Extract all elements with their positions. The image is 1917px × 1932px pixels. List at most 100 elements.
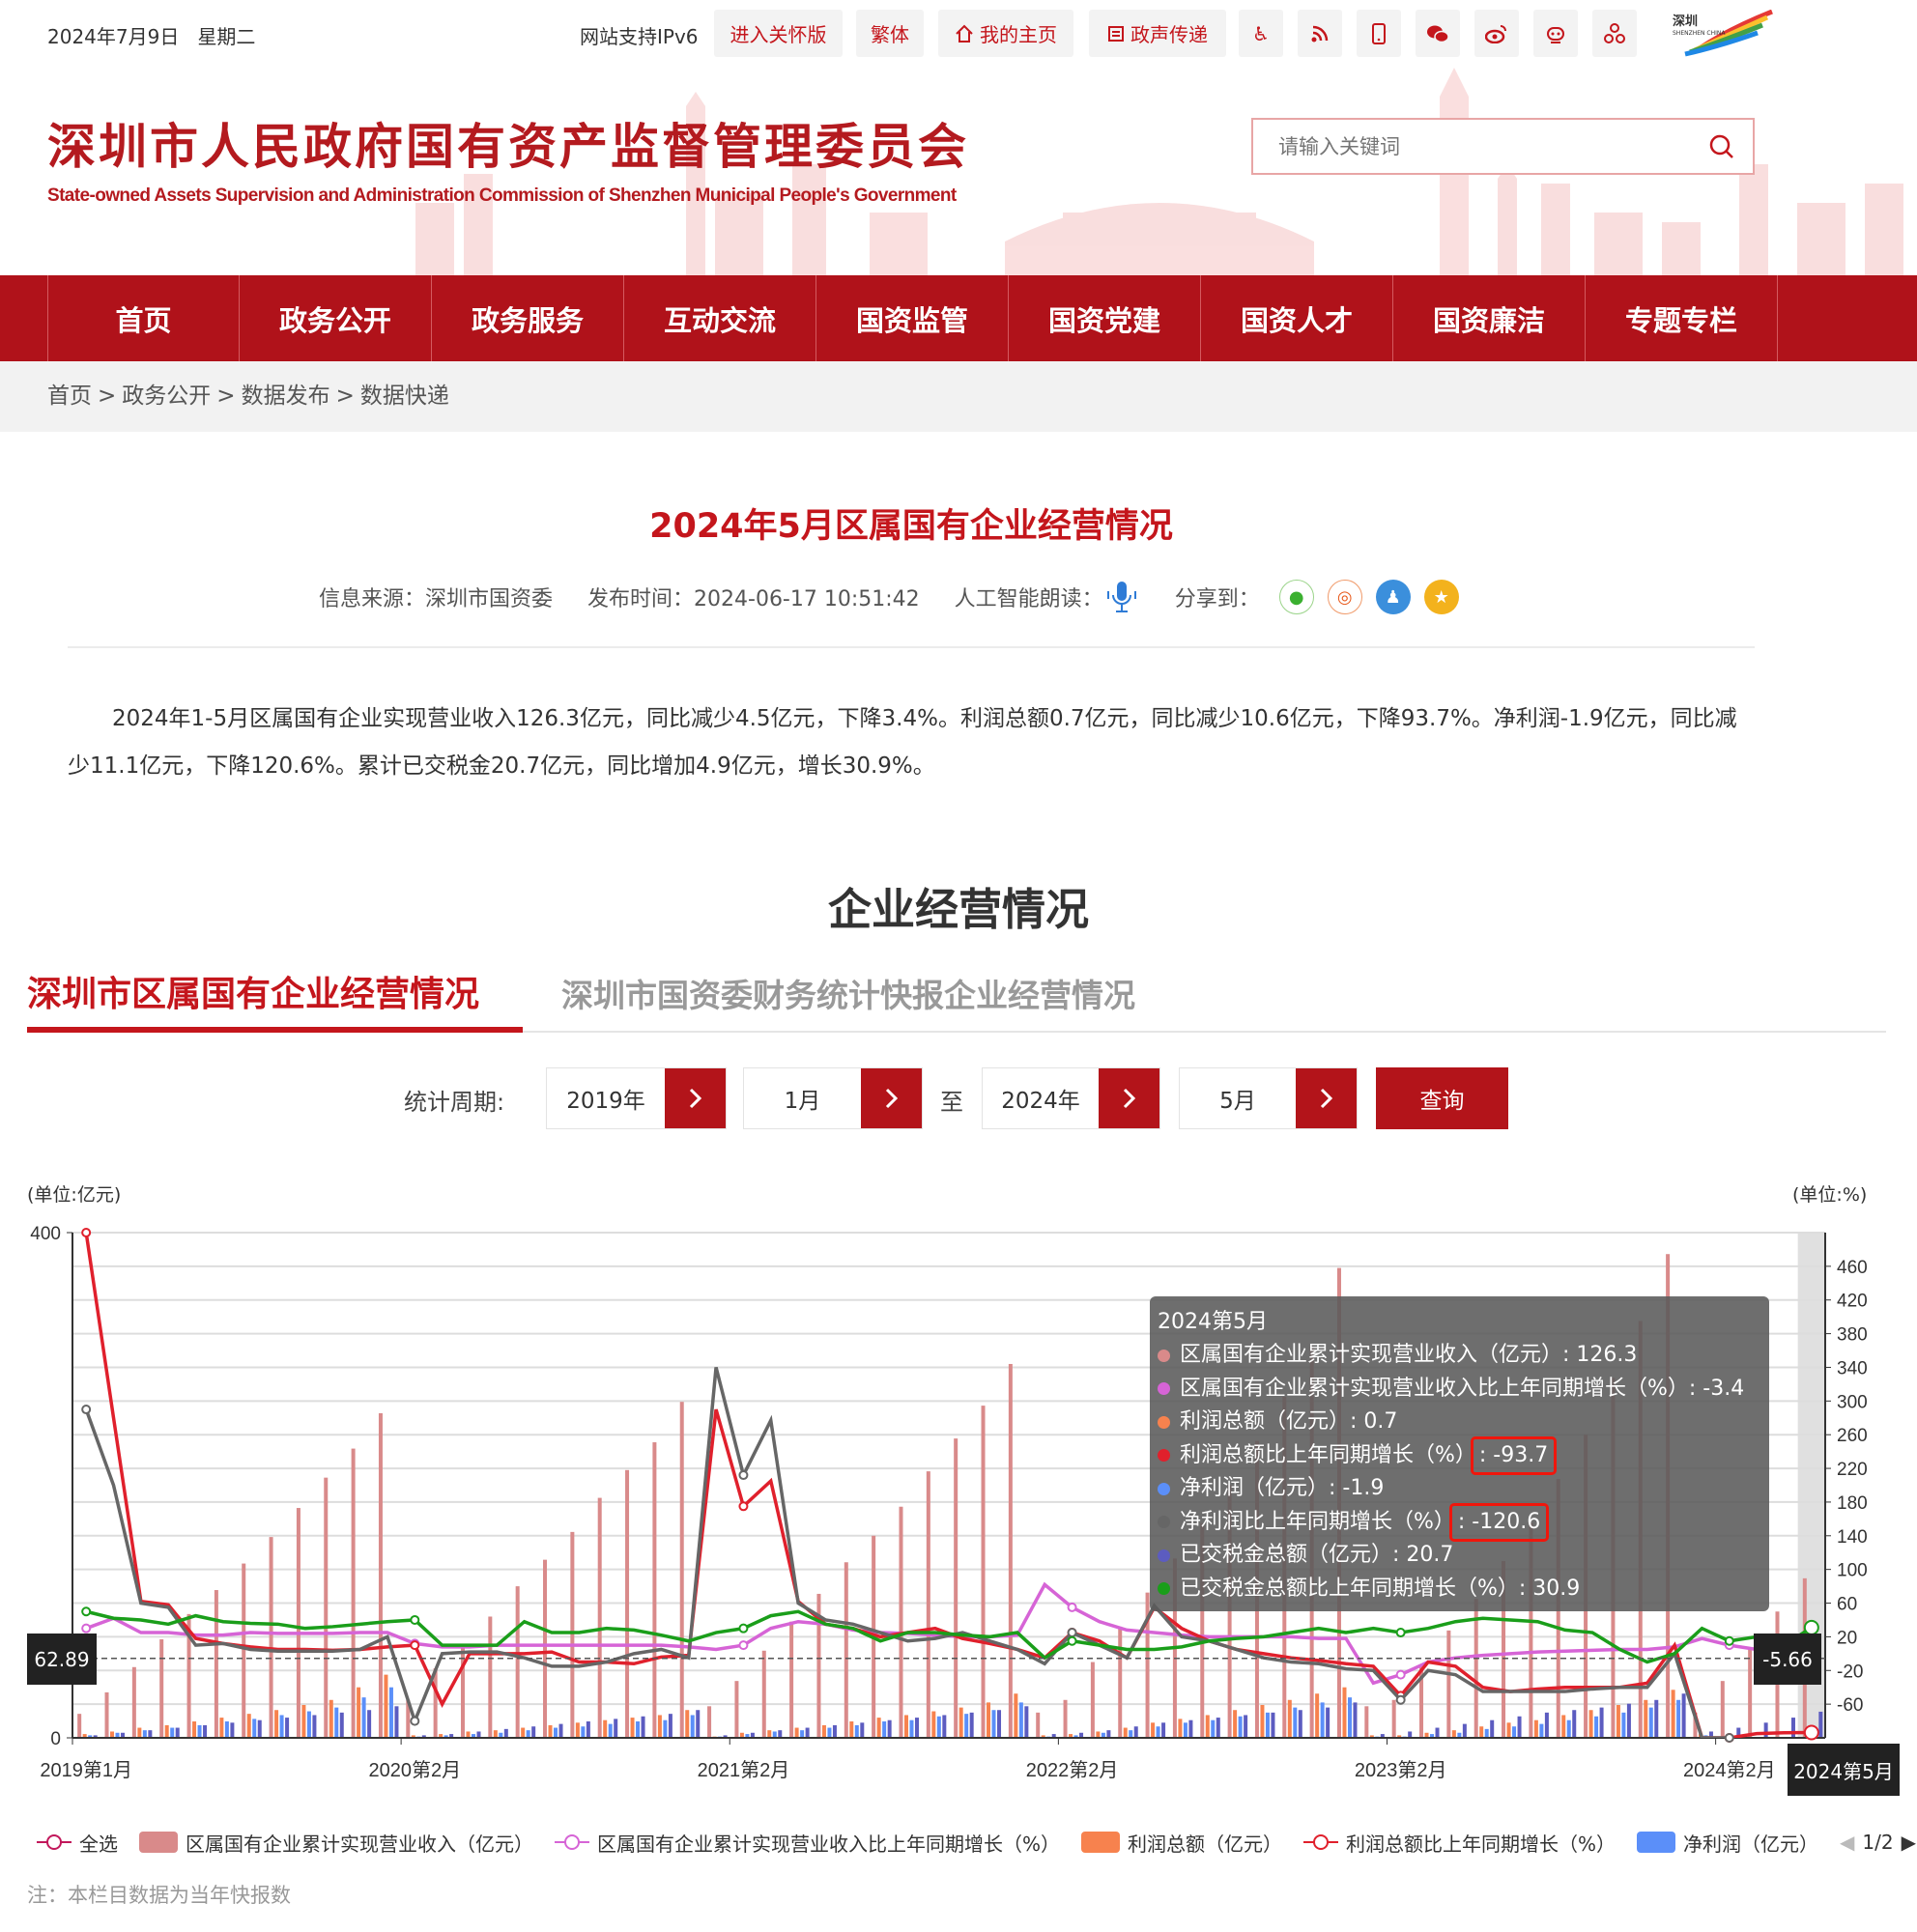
breadcrumb-separator: > bbox=[98, 384, 117, 409]
wechat-icon[interactable] bbox=[1416, 10, 1460, 57]
traditional-chinese-button[interactable]: 繁体 bbox=[856, 10, 924, 57]
main-nav: 首页 政务公开 政务服务 互动交流 国资监管 国资党建 国资人才 国资廉洁 专题… bbox=[0, 275, 1917, 361]
tab-financial-express[interactable]: 深圳市国资委财务统计快报企业经营情况 bbox=[561, 977, 1135, 1014]
bar-revenue bbox=[1364, 1706, 1369, 1738]
bar-profit bbox=[1397, 1735, 1402, 1738]
chevron-right-icon[interactable] bbox=[1296, 1068, 1357, 1128]
bar-profit bbox=[1451, 1730, 1456, 1738]
start-month-select[interactable]: 1月 bbox=[743, 1067, 923, 1129]
bar-revenue bbox=[1227, 1485, 1232, 1738]
bar-tax bbox=[1244, 1715, 1248, 1738]
nav-home[interactable]: 首页 bbox=[47, 275, 240, 361]
share-weibo-icon[interactable]: ◎ bbox=[1327, 580, 1362, 614]
series-dot-icon bbox=[1158, 1582, 1170, 1596]
point-net-profit-growth bbox=[1395, 1694, 1406, 1705]
legend-item[interactable]: 区属国有企业累计实现营业收入（亿元） bbox=[139, 1829, 533, 1857]
nav-interaction[interactable]: 互动交流 bbox=[624, 275, 816, 361]
search-box bbox=[1251, 118, 1755, 175]
breadcrumb-data-release[interactable]: 数据发布 bbox=[241, 384, 330, 409]
active-tab-indicator bbox=[27, 1027, 523, 1033]
bar-net-profit bbox=[690, 1715, 695, 1738]
bar-revenue bbox=[1474, 1599, 1478, 1738]
weibo-icon[interactable] bbox=[1474, 10, 1519, 57]
mobile-icon[interactable] bbox=[1357, 10, 1401, 57]
bar-tax bbox=[394, 1706, 399, 1738]
bar-tax bbox=[1736, 1727, 1741, 1738]
breadcrumb-home[interactable]: 首页 bbox=[47, 384, 92, 409]
bar-revenue bbox=[515, 1586, 520, 1738]
bar-net-profit bbox=[1073, 1735, 1078, 1738]
tab-district-enterprises[interactable]: 深圳市区属国有企业经营情况 bbox=[27, 975, 480, 1014]
microphone-icon[interactable] bbox=[1103, 580, 1142, 614]
end-year-select[interactable]: 2024年 bbox=[982, 1067, 1160, 1129]
nav-talent[interactable]: 国资人才 bbox=[1201, 275, 1393, 361]
bar-revenue bbox=[1063, 1699, 1068, 1738]
article-body: 2024年1-5月区属国有企业实现营业收入126.3亿元，同比减少4.5亿元，下… bbox=[68, 706, 1737, 779]
nav-party-building[interactable]: 国资党建 bbox=[1009, 275, 1201, 361]
tooltip-value: : -120.6 bbox=[1448, 1502, 1550, 1542]
voice-delivery-button[interactable]: 政声传递 bbox=[1089, 10, 1226, 57]
end-month-select[interactable]: 5月 bbox=[1179, 1067, 1358, 1129]
nav-government-affairs[interactable]: 政务公开 bbox=[240, 275, 432, 361]
search-input[interactable] bbox=[1253, 120, 1678, 173]
article-source: 信息来源：深圳市国资委 bbox=[319, 587, 554, 611]
breadcrumb-data-express[interactable]: 数据快递 bbox=[359, 384, 449, 409]
accessibility-icon[interactable]: ♿ bbox=[1239, 10, 1283, 57]
care-mode-button[interactable]: 进入关怀版 bbox=[714, 10, 843, 57]
bar-net-profit bbox=[854, 1724, 859, 1738]
rss-icon[interactable] bbox=[1298, 10, 1342, 57]
bar-revenue bbox=[460, 1646, 465, 1738]
legend-item[interactable]: 净利润（亿元） bbox=[1637, 1829, 1818, 1857]
legend-select-all[interactable]: 全选 bbox=[37, 1829, 118, 1857]
shenzhen-china-logo[interactable]: 深圳 SHENZHEN CHINA bbox=[1671, 10, 1777, 60]
series-dot-icon bbox=[1158, 1449, 1170, 1463]
search-icon[interactable] bbox=[1708, 133, 1735, 160]
nav-integrity[interactable]: 国资廉洁 bbox=[1393, 275, 1586, 361]
tooltip-value: : 20.7 bbox=[1392, 1543, 1454, 1567]
bar-profit bbox=[739, 1732, 744, 1738]
query-button[interactable]: 查询 bbox=[1376, 1067, 1508, 1129]
legend-prev-icon[interactable]: ◀ bbox=[1840, 1831, 1855, 1854]
my-homepage-button[interactable]: 我的主页 bbox=[938, 10, 1073, 57]
bar-profit bbox=[521, 1727, 526, 1738]
share-qq-icon[interactable]: ♟ bbox=[1375, 580, 1411, 614]
bar-revenue bbox=[296, 1508, 300, 1738]
bar-revenue bbox=[1419, 1664, 1424, 1738]
right-axis-label: 220 bbox=[1837, 1460, 1868, 1480]
bar-revenue bbox=[707, 1706, 712, 1738]
share-qzone-icon[interactable]: ★ bbox=[1423, 580, 1459, 614]
bar-net-profit bbox=[1211, 1719, 1216, 1738]
nav-special-topics[interactable]: 专题专栏 bbox=[1586, 275, 1778, 361]
bar-profit bbox=[384, 1674, 388, 1738]
legend-item[interactable]: 利润总额（亿元） bbox=[1081, 1829, 1282, 1857]
legend-item[interactable]: 区属国有企业累计实现营业收入比上年同期增长（%） bbox=[555, 1829, 1060, 1857]
bar-profit bbox=[603, 1719, 608, 1738]
people-icon[interactable] bbox=[1592, 10, 1637, 57]
bar-tax bbox=[367, 1710, 372, 1738]
chevron-right-icon[interactable] bbox=[861, 1068, 922, 1128]
legend-item[interactable]: 利润总额比上年同期增长（%） bbox=[1303, 1829, 1616, 1857]
nav-supervision[interactable]: 国资监管 bbox=[816, 275, 1009, 361]
bar-net-profit bbox=[224, 1721, 229, 1738]
chevron-right-icon[interactable] bbox=[1099, 1068, 1159, 1128]
point-net-profit-growth bbox=[1067, 1628, 1077, 1638]
bar-tax bbox=[969, 1712, 974, 1738]
point-profit-growth bbox=[410, 1640, 420, 1651]
bar-revenue bbox=[816, 1593, 821, 1738]
bar-tax bbox=[1353, 1702, 1358, 1738]
bar-tax bbox=[1133, 1726, 1138, 1738]
bar-revenue bbox=[543, 1559, 548, 1738]
point-tax-growth bbox=[410, 1614, 420, 1625]
nav-government-services[interactable]: 政务服务 bbox=[432, 275, 624, 361]
bar-tax bbox=[257, 1719, 262, 1738]
bar-tax bbox=[942, 1715, 947, 1738]
breadcrumb-government-affairs[interactable]: 政务公开 bbox=[122, 384, 212, 409]
start-year-select[interactable]: 2019年 bbox=[546, 1067, 727, 1129]
robot-icon[interactable] bbox=[1533, 10, 1578, 57]
chevron-right-icon[interactable] bbox=[665, 1068, 726, 1128]
share-wechat-icon[interactable]: ● bbox=[1278, 580, 1314, 614]
series-dot-icon bbox=[1158, 1482, 1170, 1495]
line-circle-icon bbox=[37, 1834, 72, 1850]
traditional-label: 繁体 bbox=[871, 23, 909, 46]
legend-next-icon[interactable]: ▶ bbox=[1901, 1831, 1916, 1854]
